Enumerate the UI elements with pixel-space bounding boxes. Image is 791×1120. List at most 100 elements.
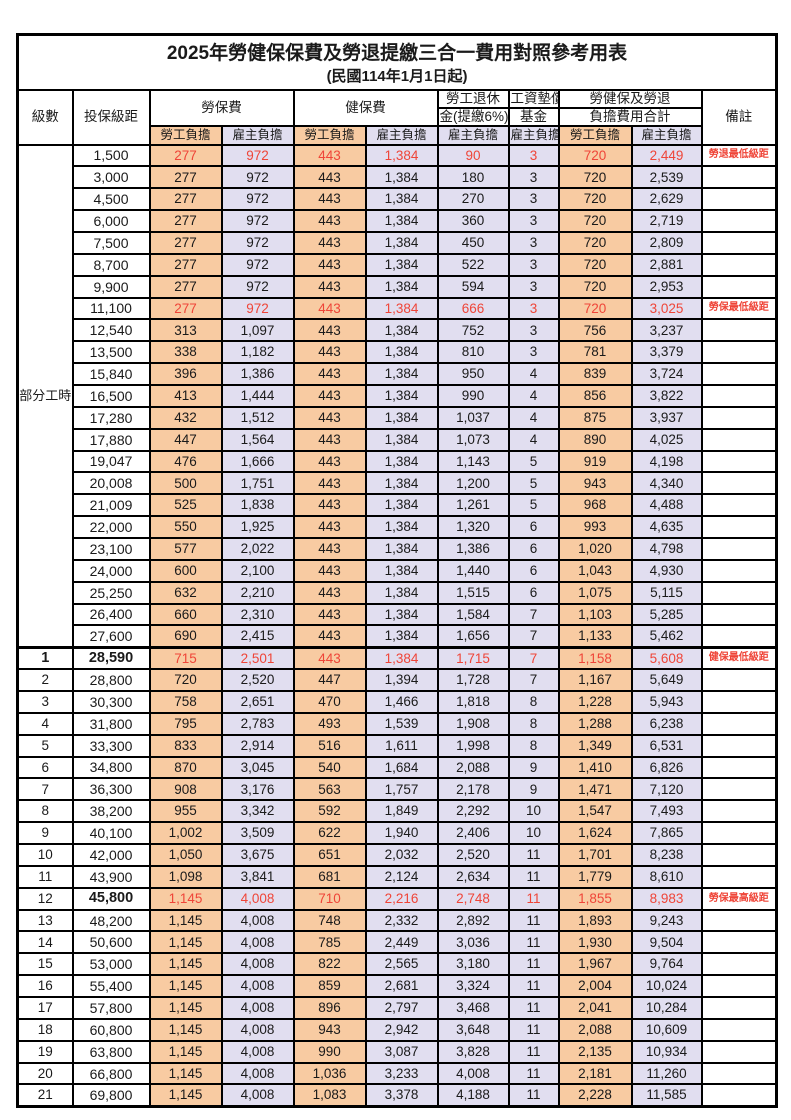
- cell-labor-employer: 2,914: [220, 733, 295, 758]
- cell-fund-employer: 4: [507, 383, 560, 408]
- cell-health-employee: 443: [292, 580, 367, 605]
- cell-health-employer: 1,384: [364, 536, 439, 561]
- cell-fund-employer: 11: [507, 886, 560, 911]
- cell-total-employer: 5,649: [630, 668, 703, 692]
- cell-labor-employer: 4,008: [220, 886, 295, 911]
- cell-pension-employer: 1,515: [436, 580, 510, 605]
- cell-labor-employee: 870: [148, 755, 223, 780]
- table-row: 20 66,800 1,145 4,008 1,036 3,233 4,008 11 2,181…: [16, 1061, 778, 1086]
- subheader-health-employer: 雇主負擔: [364, 124, 439, 146]
- cell-labor-employee: 277: [148, 209, 223, 233]
- cell-pension-employer: 4,188: [436, 1083, 510, 1108]
- cell-health-employee: 1,083: [292, 1083, 367, 1108]
- cell-labor-employee: 313: [148, 318, 223, 343]
- cell-labor-employee: 338: [148, 340, 223, 365]
- cell-remark: [700, 1017, 778, 1042]
- cell-remark: [700, 209, 778, 233]
- cell-labor-employee: 1,145: [148, 974, 223, 999]
- cell-health-employee: 681: [292, 864, 367, 889]
- cell-pension-employer: 1,715: [436, 645, 510, 671]
- cell-health-employer: 1,684: [364, 755, 439, 780]
- cell-labor-employer: 972: [220, 230, 295, 255]
- cell-remark: [700, 799, 778, 824]
- cell-health-employee: 822: [292, 952, 367, 977]
- cell-health-employer: 1,384: [364, 493, 439, 518]
- cell-pension-employer: 1,998: [436, 733, 510, 758]
- cell-health-employee: 748: [292, 908, 367, 933]
- cell-total-employer: 3,237: [630, 318, 703, 343]
- cell-fund-employer: 6: [507, 515, 560, 539]
- cell-pension-employer: 3,468: [436, 996, 510, 1020]
- cell-remark: [700, 624, 778, 649]
- cell-labor-employer: 972: [220, 252, 295, 277]
- cell-fund-employer: 10: [507, 821, 560, 845]
- cell-fund-employer: 6: [507, 558, 560, 583]
- subheader-total-employee: 勞工負擔: [557, 124, 633, 146]
- table-row: 17 57,800 1,145 4,008 896 2,797 3,468 11 2,041 10…: [16, 996, 778, 1020]
- cell-health-employee: 1,036: [292, 1061, 367, 1086]
- cell-health-employer: 1,384: [364, 645, 439, 671]
- cell-health-employee: 592: [292, 799, 367, 824]
- cell-labor-employer: 1,838: [220, 493, 295, 518]
- cell-fund-employer: 7: [507, 645, 560, 671]
- cell-total-employer: 4,340: [630, 471, 703, 496]
- cell-fund-employer: 3: [507, 274, 560, 299]
- cell-total-employee: 2,181: [557, 1061, 633, 1086]
- cell-labor-employer: 2,651: [220, 689, 295, 714]
- cell-pension-employer: 450: [436, 230, 510, 255]
- cell-remark: [700, 974, 778, 999]
- cell-level: 6: [16, 755, 74, 780]
- cell-labor-employer: 3,176: [220, 777, 295, 802]
- cell-fund-employer: 3: [507, 165, 560, 190]
- table-row: 8 38,200 955 3,342 592 1,849 2,292 10 1,547 7,493: [16, 799, 778, 824]
- cell-health-employer: 1,384: [364, 362, 439, 386]
- col-header-bracket: 投保級距: [71, 88, 151, 146]
- cell-pension-employer: 2,406: [436, 821, 510, 845]
- cell-fund-employer: 5: [507, 493, 560, 518]
- cell-health-employee: 443: [292, 165, 367, 190]
- cell-health-employee: 651: [292, 843, 367, 867]
- cell-level: 16: [16, 974, 74, 999]
- cell-fund-employer: 4: [507, 362, 560, 386]
- cell-remark: [700, 996, 778, 1020]
- cell-level-part-time: 部分工時: [16, 143, 74, 649]
- cell-bracket: 22,000: [71, 515, 151, 539]
- cell-health-employee: 443: [292, 340, 367, 365]
- cell-total-employer: 2,881: [630, 252, 703, 277]
- cell-bracket: 30,300: [71, 689, 151, 714]
- cell-labor-employer: 4,008: [220, 1017, 295, 1042]
- cell-bracket: 60,800: [71, 1017, 151, 1042]
- table-row: 15 53,000 1,145 4,008 822 2,565 3,180 11 1,967 9,…: [16, 952, 778, 977]
- cell-labor-employee: 1,145: [148, 996, 223, 1020]
- cell-bracket: 6,000: [71, 209, 151, 233]
- cell-labor-employee: 525: [148, 493, 223, 518]
- cell-labor-employee: 1,050: [148, 843, 223, 867]
- cell-remark: [700, 230, 778, 255]
- table-row: 2 28,800 720 2,520 447 1,394 1,728 7 1,167 5,649: [16, 668, 778, 692]
- cell-total-employer: 7,493: [630, 799, 703, 824]
- cell-total-employer: 10,024: [630, 974, 703, 999]
- cell-total-employee: 2,041: [557, 996, 633, 1020]
- cell-bracket: 17,280: [71, 405, 151, 430]
- cell-total-employee: 1,288: [557, 711, 633, 736]
- cell-bracket: 26,400: [71, 602, 151, 627]
- cell-fund-employer: 11: [507, 1017, 560, 1042]
- cell-health-employer: 2,565: [364, 952, 439, 977]
- cell-remark: [700, 362, 778, 386]
- cell-health-employee: 443: [292, 405, 367, 430]
- table-row: 23,100 577 2,022 443 1,384 1,386 6 1,020 4,798: [18, 536, 778, 561]
- cell-total-employee: 1,133: [557, 624, 633, 649]
- cell-health-employer: 1,849: [364, 799, 439, 824]
- cell-total-employer: 5,462: [630, 624, 703, 649]
- cell-bracket: 38,200: [71, 799, 151, 824]
- cell-health-employee: 896: [292, 996, 367, 1020]
- cell-fund-employer: 7: [507, 602, 560, 627]
- cell-bracket: 66,800: [71, 1061, 151, 1086]
- cell-remark: [700, 711, 778, 736]
- cell-bracket: 11,100: [71, 296, 151, 321]
- cell-fund-employer: 8: [507, 733, 560, 758]
- cell-bracket: 45,800: [71, 886, 151, 911]
- cell-remark: [700, 449, 778, 474]
- cell-fund-employer: 11: [507, 908, 560, 933]
